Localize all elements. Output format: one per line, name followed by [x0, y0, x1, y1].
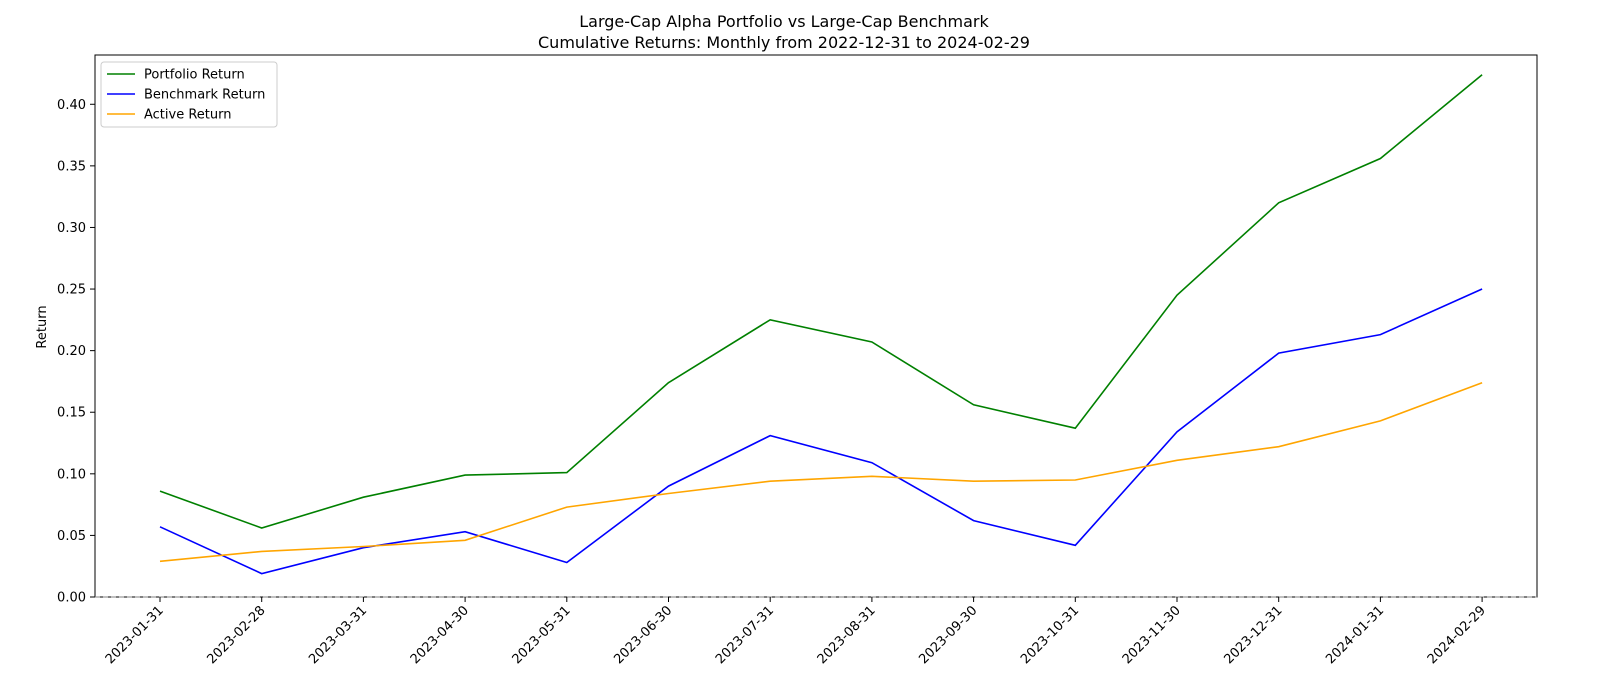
y-tick-label: 0.30: [57, 221, 86, 236]
legend-label: Active Return: [144, 108, 231, 123]
legend: Portfolio Return Benchmark Return Active R…: [100, 61, 278, 128]
x-tick-label: 2023-09-30: [916, 603, 980, 667]
x-tick-label: 2024-01-31: [1323, 603, 1387, 667]
x-tick-label: 2023-02-28: [204, 603, 268, 667]
x-axis: 2023-01-31 2023-02-28 2023-03-31 2023-04-30…: [103, 597, 1489, 667]
legend-label: Benchmark Return: [144, 88, 265, 103]
chart-title: Large-Cap Alpha Portfolio vs Large-Cap B…: [579, 12, 989, 31]
y-axis-label: Return: [35, 305, 50, 348]
y-tick-label: 0.40: [57, 98, 86, 113]
y-tick-label: 0.35: [57, 159, 86, 174]
plot-area: [94, 54, 1538, 598]
y-tick-label: 0.15: [57, 406, 86, 421]
y-tick-label: 0.20: [57, 344, 86, 359]
chart-subtitle: Cumulative Returns: Monthly from 2022-12…: [538, 33, 1030, 52]
series-line-portfolio-return: [159, 74, 1483, 529]
x-tick-label: 2023-07-31: [713, 603, 777, 667]
x-tick-label: 2023-10-31: [1018, 603, 1082, 667]
x-tick-label: 2023-04-30: [408, 603, 472, 667]
legend-label: Portfolio Return: [144, 68, 245, 83]
x-tick-label: 2023-12-31: [1221, 603, 1285, 667]
y-tick-label: 0.25: [57, 283, 86, 298]
x-tick-label: 2023-01-31: [103, 603, 167, 667]
x-tick-label: 2024-02-29: [1425, 603, 1489, 667]
x-tick-label: 2023-11-30: [1120, 603, 1184, 667]
series-layer: [159, 74, 1483, 575]
x-tick-label: 2023-05-31: [510, 603, 574, 667]
x-tick-label: 2023-08-31: [815, 603, 879, 667]
series-line-active-return: [159, 381, 1483, 563]
y-tick-label: 0.10: [57, 467, 86, 482]
x-tick-label: 2023-03-31: [306, 603, 370, 667]
y-tick-label: 0.00: [57, 591, 86, 606]
legend-box: [100, 61, 278, 128]
y-axis: 0.00 0.05 0.10 0.15 0.20 0.25 0.30 0.35 0.40: [57, 98, 95, 606]
y-tick-label: 0.05: [57, 529, 86, 544]
x-tick-label: 2023-06-30: [611, 603, 675, 667]
